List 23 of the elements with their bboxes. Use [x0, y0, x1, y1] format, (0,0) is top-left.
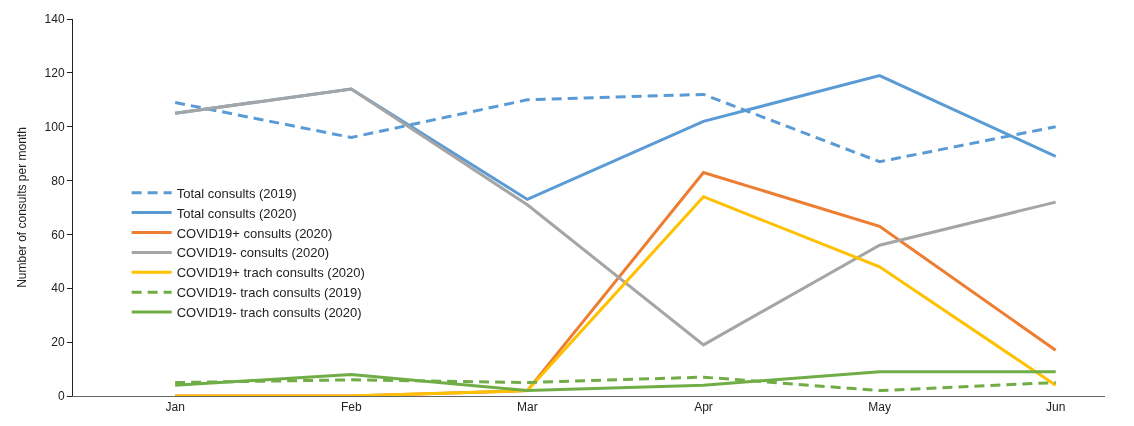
x-tick-label: May — [868, 400, 891, 415]
y-tick-label: 120 — [44, 66, 65, 81]
y-tick-label: 20 — [51, 335, 65, 350]
y-tick-label: 140 — [44, 12, 65, 27]
x-tick-label: Jun — [1046, 400, 1066, 415]
legend-label: COVID19- trach consults (2020) — [176, 305, 362, 321]
legend-label: COVID19- trach consults (2019) — [176, 285, 362, 301]
y-tick-label: 0 — [57, 389, 65, 404]
y-axis-title: Number of consults per month — [14, 127, 29, 288]
legend-label: Total consults (2020) — [176, 205, 297, 221]
x-tick-label: Mar — [517, 400, 538, 415]
x-tick-label: Apr — [694, 400, 713, 415]
line-series — [173, 87, 1058, 347]
y-tick-label: 80 — [51, 173, 65, 188]
legend-label: COVID19+ trach consults (2020) — [176, 265, 365, 281]
x-tick-label: Jan — [165, 400, 185, 415]
legend-label: COVID19- consults (2020) — [176, 245, 330, 261]
y-tick-label: 100 — [44, 119, 65, 134]
y-tick-label: 60 — [51, 227, 65, 242]
legend-label: Total consults (2019) — [176, 185, 297, 201]
y-tick-label: 40 — [51, 281, 65, 296]
x-tick-label: Feb — [340, 400, 362, 415]
legend-label: COVID19+ consults (2020) — [176, 225, 333, 241]
